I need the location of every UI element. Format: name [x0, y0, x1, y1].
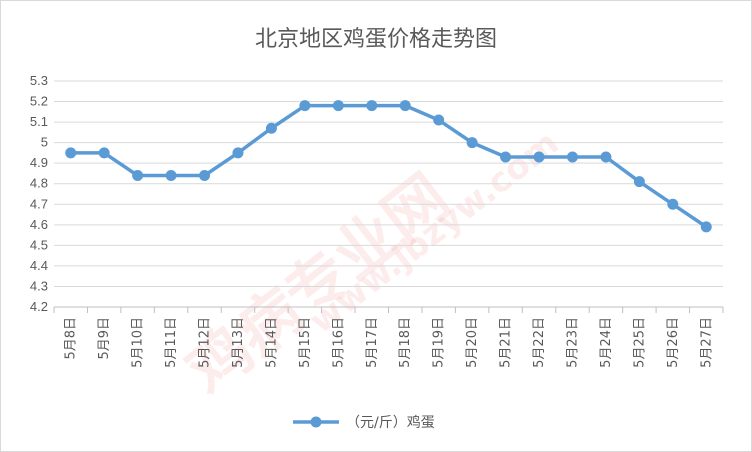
data-point	[600, 151, 612, 163]
y-tick-label: 5.1	[30, 114, 48, 129]
x-tick-label: 5月26日	[666, 317, 681, 368]
data-point	[366, 100, 378, 112]
x-tick-label: 5月22日	[532, 317, 547, 368]
x-tick-label: 5月23日	[565, 317, 580, 368]
x-tick-label: 5月14日	[264, 317, 279, 368]
data-point	[566, 151, 578, 163]
chart-title: 北京地区鸡蛋价格走势图	[255, 27, 497, 52]
data-point	[500, 151, 512, 163]
x-tick-label: 5月11日	[164, 317, 179, 368]
x-tick-label: 5月27日	[699, 317, 714, 368]
data-point	[299, 100, 311, 112]
x-tick-label: 5月12日	[198, 317, 213, 368]
y-tick-label: 4.5	[30, 237, 48, 252]
y-tick-label: 4.7	[30, 196, 48, 211]
x-tick-label: 5月24日	[599, 317, 614, 368]
x-tick-label: 5月17日	[365, 317, 380, 368]
y-tick-label: 4.4	[30, 258, 48, 273]
x-tick-label: 5月10日	[131, 317, 146, 368]
x-tick-label: 5月18日	[398, 317, 413, 368]
x-tick-label: 5月9日	[97, 317, 112, 360]
data-point	[232, 147, 244, 159]
x-tick-label: 5月25日	[632, 317, 647, 368]
data-point	[65, 147, 77, 159]
y-tick-label: 5	[41, 135, 48, 150]
data-point	[466, 137, 478, 149]
legend-swatch-marker	[310, 416, 322, 428]
data-point	[433, 114, 445, 126]
y-tick-label: 4.6	[30, 217, 48, 232]
y-tick-label: 4.9	[30, 155, 48, 170]
y-tick-label: 5.3	[30, 73, 48, 88]
data-point	[700, 221, 712, 233]
y-tick-label: 4.3	[30, 278, 48, 293]
watermark-text: 鸡病专业网	[173, 160, 462, 408]
x-tick-label: 5月13日	[231, 317, 246, 368]
data-point	[399, 100, 411, 112]
x-tick-label: 5月21日	[499, 317, 514, 368]
x-tick-label: 5月8日	[64, 317, 79, 360]
data-point	[667, 198, 679, 210]
data-point	[265, 122, 277, 134]
x-tick-label: 5月15日	[298, 317, 313, 368]
data-point	[633, 176, 645, 188]
legend: （元/斤）鸡蛋	[293, 414, 435, 431]
series-line	[68, 103, 709, 229]
x-tick-label: 5月19日	[432, 317, 447, 368]
legend-label: （元/斤）鸡蛋	[346, 414, 435, 431]
data-point	[199, 170, 211, 182]
data-point	[98, 147, 110, 159]
y-tick-label: 5.2	[30, 94, 48, 109]
x-tick-label: 5月20日	[465, 317, 480, 368]
y-tick-label: 4.8	[30, 176, 48, 191]
data-point	[533, 151, 545, 163]
data-point	[165, 170, 177, 182]
x-tick-label: 5月16日	[331, 317, 346, 368]
y-tick-label: 4.2	[30, 299, 48, 314]
data-point	[132, 170, 144, 182]
data-point	[332, 100, 344, 112]
